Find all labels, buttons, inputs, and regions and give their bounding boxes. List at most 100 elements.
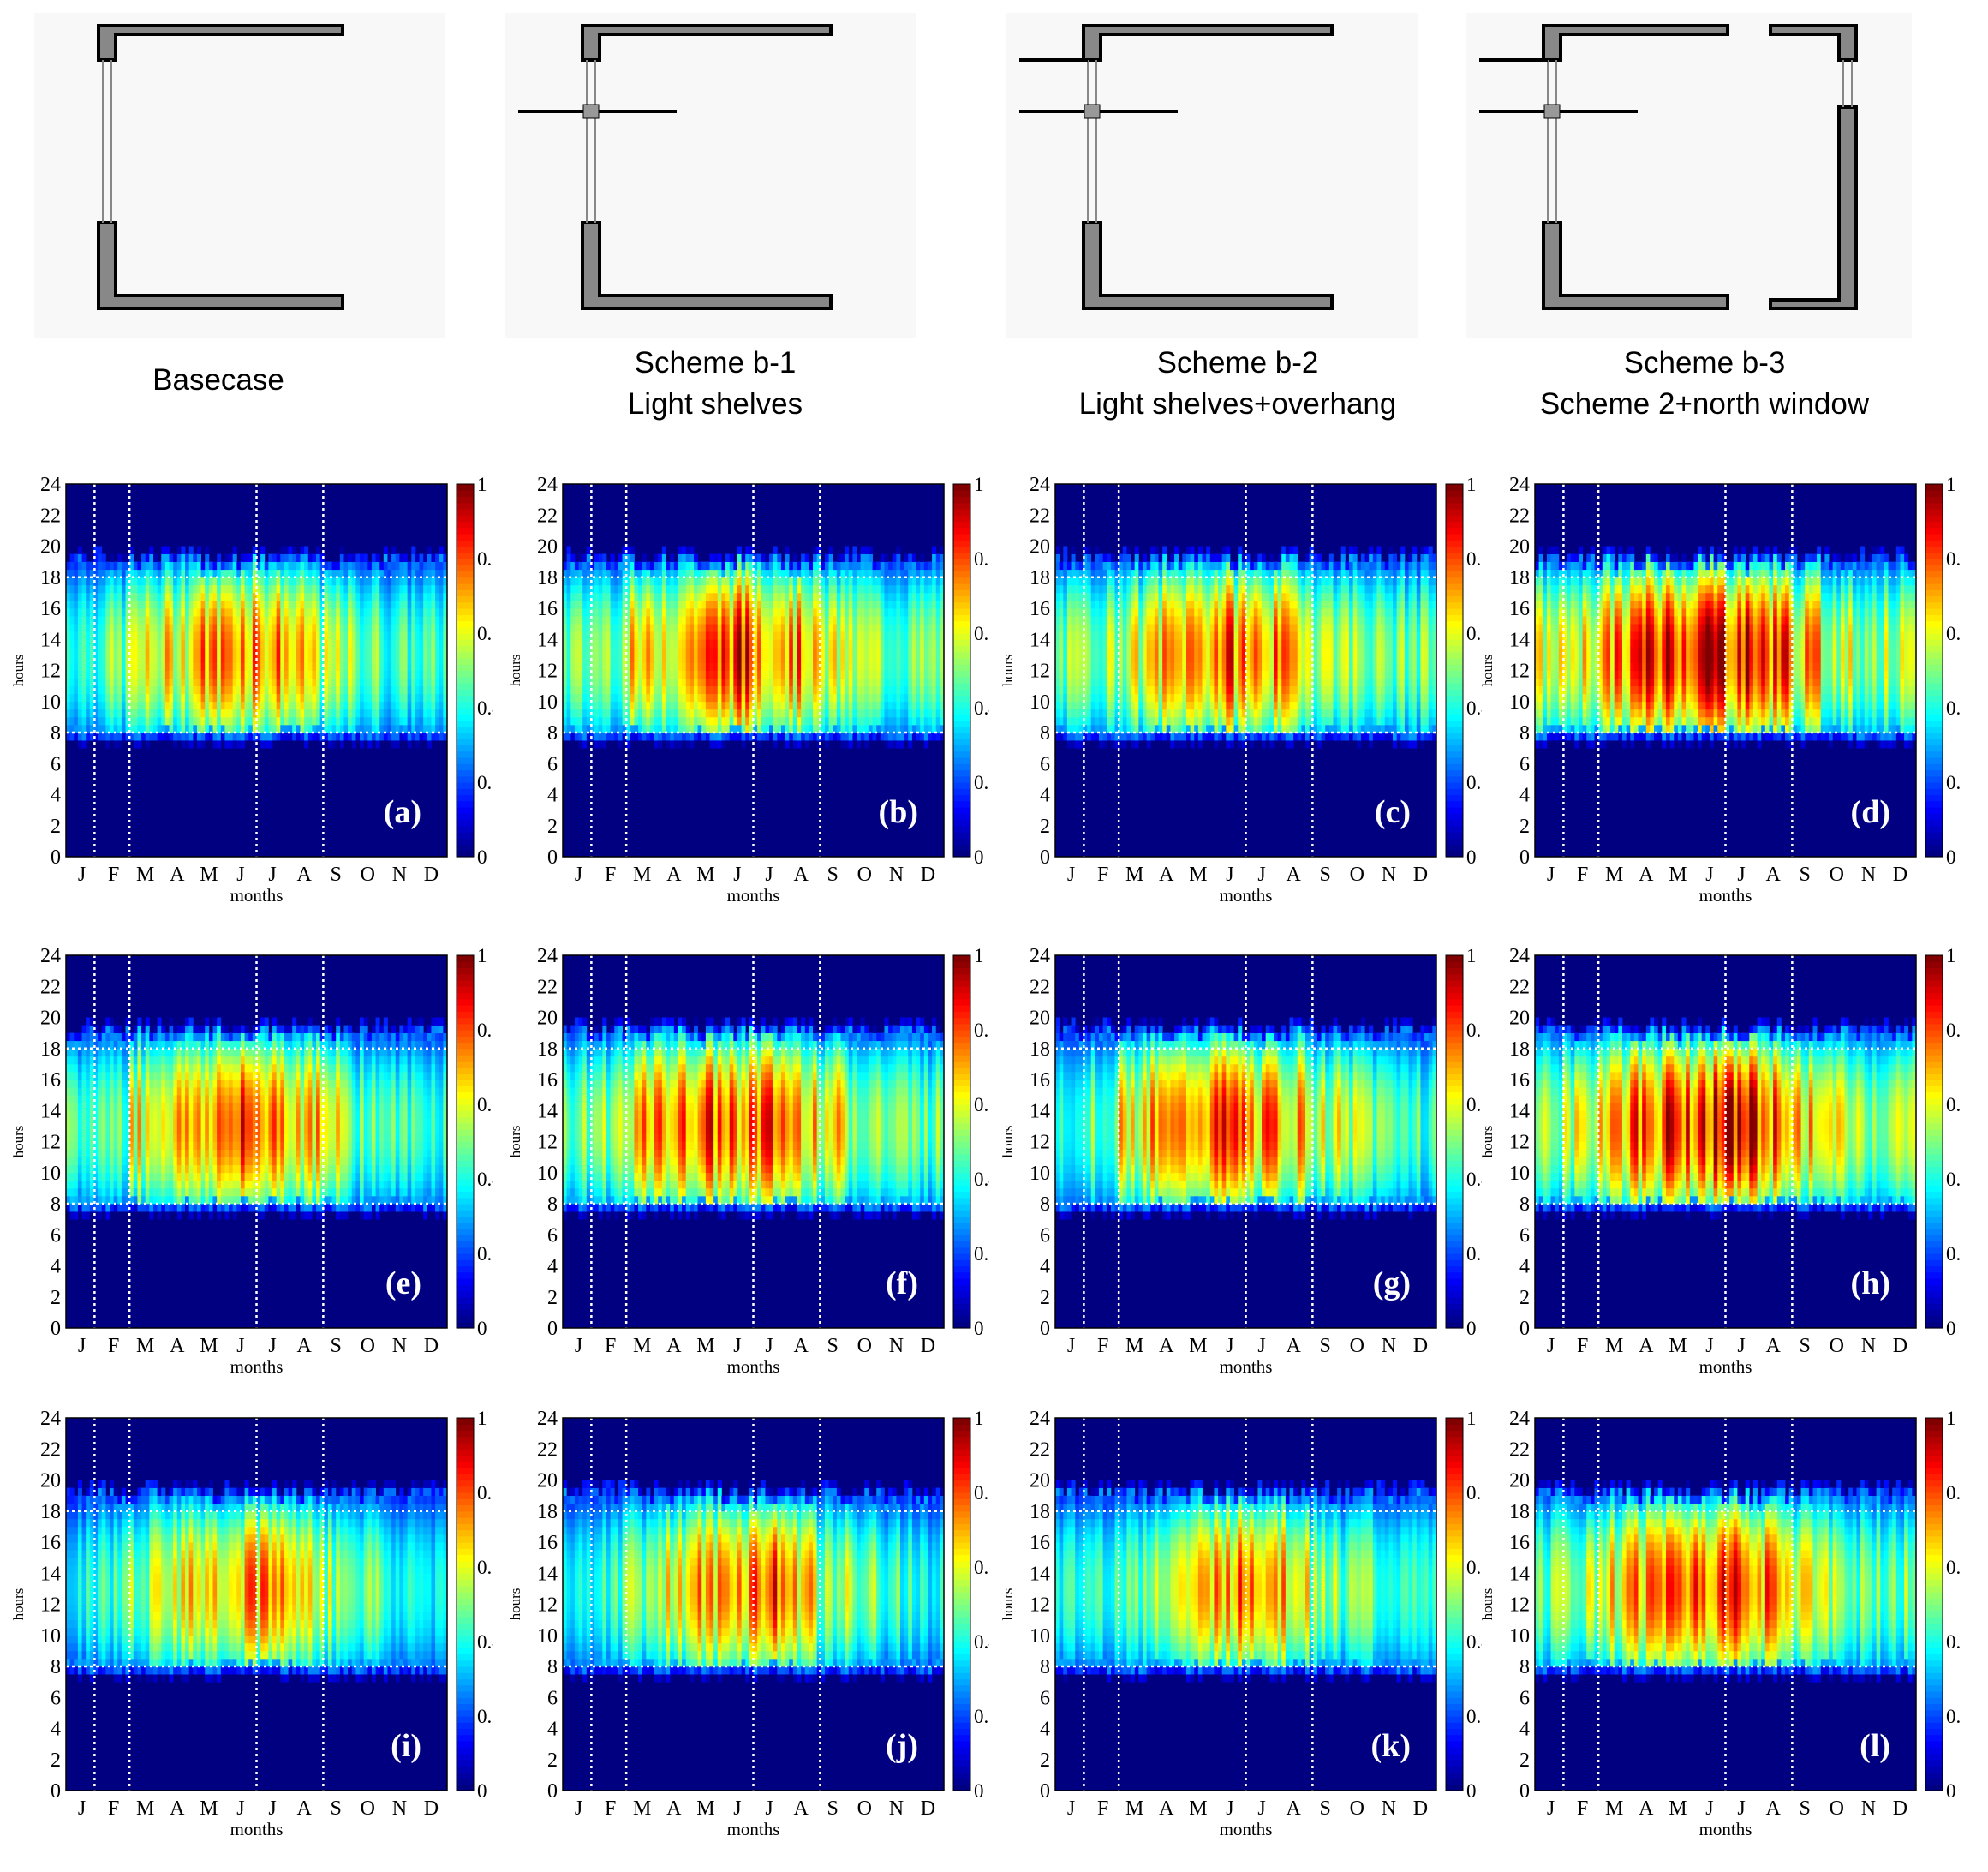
heatmap-cell <box>316 547 320 554</box>
heatmap-cell <box>837 671 841 679</box>
heatmap-cell <box>900 686 904 694</box>
heatmap-cell <box>308 577 313 585</box>
heatmap-cell <box>1055 686 1060 694</box>
heatmap-cell <box>105 686 110 694</box>
heatmap-cell <box>745 616 749 624</box>
heatmap-cell <box>78 702 82 709</box>
heatmap-cell <box>117 562 122 570</box>
heatmap-cell <box>98 577 102 585</box>
heatmap-cell <box>805 631 809 639</box>
heatmap-cell <box>82 694 87 702</box>
colorbar-swatch <box>457 484 474 491</box>
heatmap-cell <box>78 671 82 679</box>
heatmap-cell <box>268 717 272 725</box>
heatmap-cell <box>137 740 141 748</box>
heatmap-cell <box>606 709 611 717</box>
heatmap-cell <box>813 608 817 616</box>
heatmap-cell <box>165 608 170 616</box>
heatmap-cell <box>217 562 221 570</box>
heatmap-cell <box>86 702 90 709</box>
heatmap-cell <box>1060 694 1064 702</box>
heatmap-cell <box>70 671 75 679</box>
heatmap-cell <box>348 717 352 725</box>
heatmap-cell <box>666 601 671 608</box>
heatmap-cell <box>730 733 734 740</box>
heatmap-cell <box>146 740 150 748</box>
heatmap-cell <box>284 601 289 608</box>
heatmap-cell <box>781 608 785 616</box>
heatmap-cell <box>662 577 666 585</box>
heatmap-cell <box>355 631 360 639</box>
heatmap-cell <box>146 655 150 662</box>
heatmap-cell <box>161 686 165 694</box>
heatmap-cell <box>821 593 825 601</box>
heatmap-cell <box>861 702 865 709</box>
heatmap-cell <box>193 702 197 709</box>
heatmap-cell <box>797 601 801 608</box>
heatmap-cell <box>618 616 623 624</box>
heatmap-cell <box>435 702 439 709</box>
heatmap-cell <box>360 639 364 647</box>
heatmap-cell <box>797 717 801 725</box>
heatmap-cell <box>82 671 87 679</box>
heatmap-cell <box>213 740 218 748</box>
heatmap-cell <box>801 562 805 570</box>
heatmap-cell <box>312 671 316 679</box>
heatmap-cell <box>427 577 432 585</box>
heatmap-cell <box>122 655 126 662</box>
heatmap-cell <box>737 717 742 725</box>
heatmap-cell <box>308 702 313 709</box>
heatmap-cell <box>694 577 698 585</box>
heatmap-cell <box>582 694 587 702</box>
heatmap-cell <box>384 671 388 679</box>
heatmap-cell <box>849 671 853 679</box>
heatmap-cell <box>567 694 571 702</box>
scheme-title: Scheme b-2 <box>1041 343 1435 384</box>
heatmap-cell <box>701 585 706 593</box>
heatmap-cell <box>765 655 769 662</box>
heatmap-cell <box>292 631 296 639</box>
heatmap-cell <box>857 577 861 585</box>
heatmap-cell <box>650 593 654 601</box>
heatmap-cell <box>599 733 603 740</box>
heatmap-cell <box>396 686 400 694</box>
colorbar-swatch <box>457 540 474 547</box>
heatmap-cell <box>857 717 861 725</box>
heatmap-cell <box>78 562 82 570</box>
heatmap-cell <box>355 616 360 624</box>
heatmap-cell <box>399 679 403 686</box>
heatmap-cell <box>197 616 201 624</box>
heatmap-cell <box>730 577 734 585</box>
heatmap-cell <box>713 624 718 631</box>
heatmap-cell <box>864 608 869 616</box>
heatmap-cell <box>713 702 718 709</box>
heatmap-cell <box>825 686 829 694</box>
heatmap-cell <box>78 662 82 670</box>
heatmap-cell <box>650 585 654 593</box>
heatmap-cell <box>873 616 877 624</box>
heatmap-cell <box>817 624 821 631</box>
heatmap-cell <box>884 601 888 608</box>
heatmap-cell <box>745 662 749 670</box>
heatmap-cell <box>122 702 126 709</box>
heatmap-cell <box>575 702 579 709</box>
heatmap-cell <box>864 593 869 601</box>
heatmap-cell <box>912 631 916 639</box>
heatmap-cell <box>248 616 253 624</box>
heatmap-cell <box>587 709 591 717</box>
heatmap-cell <box>893 631 897 639</box>
heatmap-cell <box>277 585 281 593</box>
heatmap-cell <box>833 662 837 670</box>
heatmap-cell <box>439 662 444 670</box>
heatmap-cell <box>189 740 194 748</box>
heatmap-cell <box>415 608 420 616</box>
heatmap-cell <box>248 686 253 694</box>
heatmap-cell <box>241 655 245 662</box>
heatmap-cell <box>348 702 352 709</box>
heatmap-cell <box>268 655 272 662</box>
heatmap-cell <box>849 601 853 608</box>
heatmap-cell <box>292 547 296 554</box>
heatmap-cell <box>630 702 635 709</box>
heatmap-cell <box>594 639 599 647</box>
heatmap-cell <box>343 562 348 570</box>
